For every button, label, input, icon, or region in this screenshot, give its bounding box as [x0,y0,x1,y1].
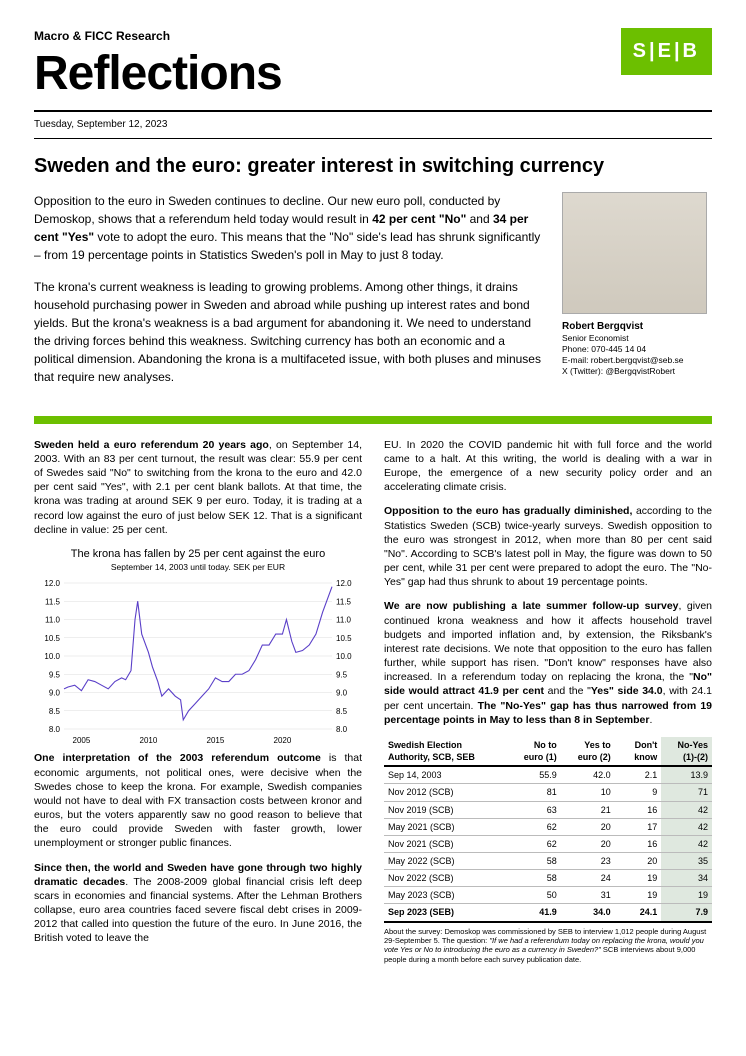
svg-text:2005: 2005 [73,736,91,745]
svg-text:8.5: 8.5 [336,707,348,716]
survey-footnote: About the survey: Demoskop was commissio… [384,927,712,965]
table-row: Nov 2022 (SCB)58241934 [384,870,712,887]
svg-text:9.5: 9.5 [49,670,61,679]
article-headline: Sweden and the euro: greater interest in… [34,153,712,180]
table-row: May 2023 (SCB)50311919 [384,887,712,904]
svg-text:2020: 2020 [274,736,292,745]
svg-text:11.5: 11.5 [336,597,352,606]
svg-text:9.5: 9.5 [336,670,348,679]
author-photo [562,192,707,314]
svg-text:12.0: 12.0 [336,579,352,588]
table-row: Nov 2012 (SCB)8110971 [384,784,712,801]
body-columns: Sweden held a euro referendum 20 years a… [34,438,712,964]
seb-logo: S|E|B [621,28,712,75]
chart-subtitle: September 14, 2003 until today. SEK per … [34,562,362,573]
intro-section: Opposition to the euro in Sweden continu… [34,192,712,400]
svg-text:11.0: 11.0 [45,616,61,625]
department-label: Macro & FICC Research [34,28,282,44]
right-p2: Opposition to the euro has gradually dim… [384,504,712,589]
intro-text: Opposition to the euro in Sweden continu… [34,192,546,400]
left-p3: Since then, the world and Sweden have go… [34,861,362,946]
svg-text:10.5: 10.5 [44,634,60,643]
rule [34,110,712,112]
table-header: Swedish Election Authority, SCB, SEB [384,737,509,766]
publication-date: Tuesday, September 12, 2023 [34,118,712,132]
table-header: No to euro (1) [509,737,561,766]
masthead-title: Reflections [34,50,282,98]
table-header: No-Yes (1)-(2) [661,737,712,766]
header-left: Macro & FICC Research Reflections [34,28,282,98]
table-row: Nov 2021 (SCB)62201642 [384,835,712,852]
left-column: Sweden held a euro referendum 20 years a… [34,438,362,964]
right-column: EU. In 2020 the COVID pandemic hit with … [384,438,712,964]
svg-text:11.0: 11.0 [336,616,352,625]
svg-text:8.0: 8.0 [336,725,348,734]
table-row: Sep 14, 200355.942.02.113.9 [384,766,712,784]
rule [34,138,712,139]
left-p1: Sweden held a euro referendum 20 years a… [34,438,362,537]
svg-text:2010: 2010 [140,736,158,745]
svg-text:9.0: 9.0 [336,689,348,698]
svg-text:11.5: 11.5 [45,597,61,606]
table-row-highlight: Sep 2023 (SEB)41.934.024.17.9 [384,904,712,922]
chart-title: The krona has fallen by 25 per cent agai… [34,547,362,562]
left-p2: One interpretation of the 2003 referendu… [34,751,362,850]
intro-p1: Opposition to the euro in Sweden continu… [34,192,546,264]
author-email: E-mail: robert.bergqvist@seb.se [562,355,712,366]
table-header: Yes to euro (2) [561,737,615,766]
right-p1: EU. In 2020 the COVID pandemic hit with … [384,438,712,495]
table-row: May 2021 (SCB)62201742 [384,818,712,835]
author-name: Robert Bergqvist [562,320,712,334]
krona-chart: 8.0 8.0 8.5 8.5 9.0 9.0 9.5 9.5 10.0 10.0 10.5 10.5… [34,577,362,747]
svg-text:9.0: 9.0 [49,689,61,698]
table-row: Nov 2019 (SCB)63211642 [384,801,712,818]
right-p3: We are now publishing a late summer foll… [384,599,712,727]
author-title: Senior Economist [562,333,712,344]
svg-text:10.0: 10.0 [44,652,60,661]
author-box: Robert Bergqvist Senior Economist Phone:… [562,192,712,400]
svg-text:2015: 2015 [207,736,225,745]
author-phone: Phone: 070-445 14 04 [562,344,712,355]
svg-text:10.0: 10.0 [336,652,352,661]
table-row: May 2022 (SCB)58232035 [384,852,712,869]
svg-text:10.5: 10.5 [336,634,352,643]
poll-table: Swedish Election Authority, SCB, SEBNo t… [384,737,712,923]
header: Macro & FICC Research Reflections S|E|B [34,28,712,98]
green-divider [34,416,712,424]
svg-text:12.0: 12.0 [44,579,60,588]
author-twitter: X (Twitter): @BergqvistRobert [562,366,712,377]
table-header: Don't know [615,737,662,766]
svg-text:8.5: 8.5 [49,707,61,716]
svg-text:8.0: 8.0 [49,725,61,734]
intro-p2: The krona's current weakness is leading … [34,278,546,386]
